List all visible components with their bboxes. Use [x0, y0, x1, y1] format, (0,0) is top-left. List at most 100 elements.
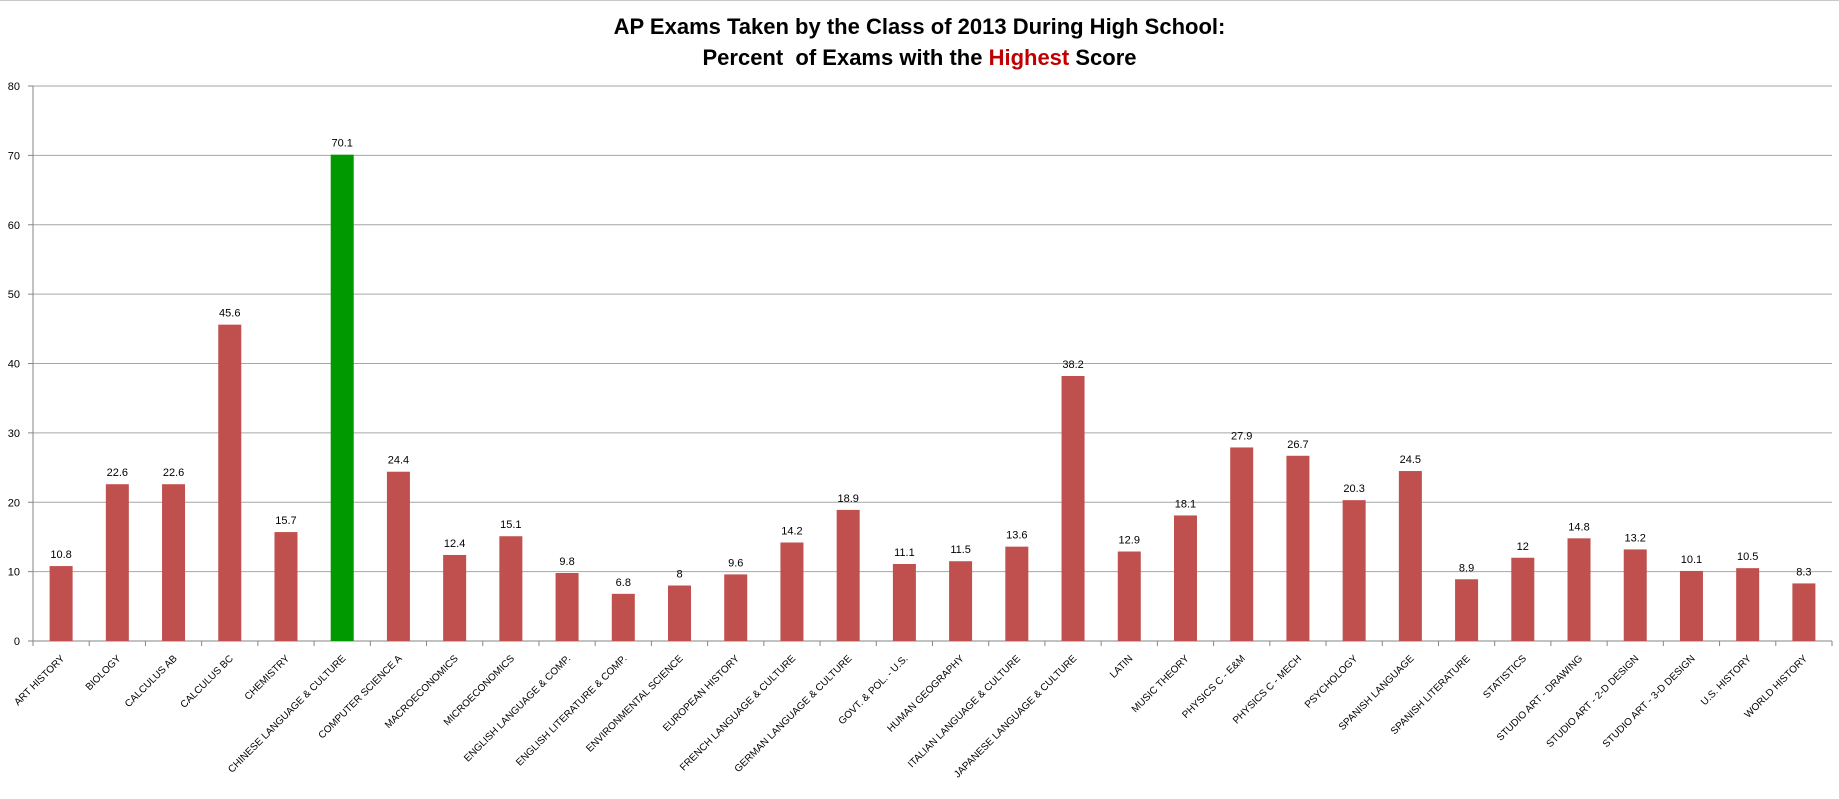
y-tick-label: 30: [8, 428, 20, 440]
y-tick-label: 80: [8, 81, 20, 93]
data-label: 20.3: [1343, 483, 1364, 495]
bar: [49, 566, 73, 641]
x-tick-label: MUSIC THEORY: [1130, 653, 1192, 715]
data-label: 8.9: [1459, 562, 1474, 574]
data-label: 11.5: [950, 544, 971, 556]
x-tick-label: ENGLISH LITERATURE & COMP.: [514, 653, 629, 768]
bar: [1679, 570, 1703, 641]
x-tick-label: WORLD HISTORY: [1743, 653, 1810, 720]
chart-title-line2-end: Score: [1069, 45, 1137, 70]
bar: [836, 509, 860, 641]
y-tick-label: 70: [8, 150, 20, 162]
data-label: 13.6: [1006, 530, 1027, 542]
bar: [1623, 549, 1647, 641]
x-tick-label: BIOLOGY: [84, 653, 124, 693]
data-label: 15.1: [500, 519, 521, 531]
data-label: 26.7: [1287, 439, 1308, 451]
bar: [1455, 579, 1479, 641]
bar: [1005, 546, 1029, 641]
x-tick-label: U.S. HISTORY: [1699, 653, 1754, 708]
bar: [668, 585, 692, 641]
x-tick-label: PSYCHOLOGY: [1303, 653, 1361, 711]
x-tick-label: STUDIO ART - 2-D DESIGN: [1545, 653, 1642, 750]
bar: [1792, 583, 1816, 641]
data-label: 45.6: [219, 308, 240, 320]
chart-title-highlight: Highest: [988, 45, 1070, 70]
data-label: 24.4: [388, 455, 409, 467]
x-tick-label: ENGLISH LANGUAGE & COMP.: [462, 653, 573, 764]
y-tick-label: 50: [8, 289, 20, 301]
data-label: 9.8: [559, 556, 574, 568]
data-label: 11.1: [894, 547, 915, 559]
data-label: 8: [676, 569, 682, 581]
data-label: 12.4: [444, 538, 465, 550]
data-label: 27.9: [1231, 430, 1252, 442]
data-label: 6.8: [616, 577, 631, 589]
data-label: 38.2: [1062, 359, 1083, 371]
bar: [611, 593, 635, 641]
data-label: 22.6: [163, 467, 184, 479]
chart-title-line2-start: Percent of Exams with the: [702, 45, 989, 70]
bar: [1398, 471, 1422, 641]
bar: [218, 324, 242, 641]
bar: [274, 532, 298, 641]
x-tick-label: ART HISTORY: [12, 653, 67, 708]
x-tick-label: CALCULUS AB: [123, 653, 180, 710]
chart-title-line1: AP Exams Taken by the Class of 2013 Duri…: [613, 14, 1226, 39]
chart-title: AP Exams Taken by the Class of 2013 Duri…: [0, 11, 1839, 73]
bar: [1511, 557, 1535, 641]
y-tick-label: 20: [8, 497, 20, 509]
data-label: 9.6: [728, 557, 743, 569]
data-label: 18.1: [1175, 498, 1196, 510]
data-label: 24.5: [1400, 454, 1421, 466]
x-tick-label: FRENCH LANGUAGE & CULTURE: [678, 653, 798, 773]
x-tick-label: LATIN: [1108, 653, 1135, 680]
y-tick-label: 10: [8, 567, 20, 579]
data-label: 8.3: [1796, 566, 1811, 578]
bar: [1342, 500, 1366, 641]
data-label: 13.2: [1625, 532, 1646, 544]
bar: [1061, 375, 1085, 641]
bar: [724, 574, 748, 641]
data-label: 10.5: [1737, 551, 1758, 563]
bar: [1736, 568, 1760, 641]
x-tick-label: STUDIO ART - 3-D DESIGN: [1601, 653, 1698, 750]
x-tick-label: CHINESE LANGUAGE & CULTURE: [226, 653, 348, 775]
x-tick-label: JAPANESE LANGUAGE & CULTURE: [952, 653, 1079, 780]
data-label: 70.1: [331, 138, 352, 150]
data-label: 15.7: [275, 515, 296, 527]
bar: [949, 561, 973, 641]
bar: [162, 484, 186, 641]
bar: [1117, 551, 1141, 641]
bar: [1286, 455, 1310, 641]
data-label: 14.2: [781, 525, 802, 537]
bar: [1230, 447, 1254, 641]
bar: [499, 536, 523, 641]
data-label: 10.8: [50, 549, 71, 561]
bar: [105, 484, 129, 641]
data-label: 12: [1517, 541, 1529, 553]
data-label: 10.1: [1681, 554, 1702, 566]
data-label: 14.8: [1568, 521, 1589, 533]
data-label: 18.9: [837, 493, 858, 505]
bar: [1173, 515, 1197, 641]
x-tick-label: CALCULUS BC: [179, 653, 236, 710]
y-tick-label: 0: [14, 636, 20, 648]
y-tick-label: 60: [8, 220, 20, 232]
data-label: 22.6: [107, 467, 128, 479]
bar: [443, 554, 467, 641]
bar: [555, 573, 579, 641]
x-tick-label: ITALIAN LANGUAGE & CULTURE: [906, 653, 1023, 770]
bar: [1567, 538, 1591, 641]
x-tick-label: CHEMISTRY: [243, 653, 293, 703]
bar: [780, 542, 804, 641]
y-tick-label: 40: [8, 359, 20, 371]
x-tick-label: STATISTICS: [1481, 653, 1529, 701]
bar: [892, 563, 916, 641]
x-tick-label: GERMAN LANGUAGE & CULTURE: [733, 653, 855, 775]
bar: [386, 471, 410, 641]
chart-title-line2: Percent of Exams with the Highest Score: [0, 42, 1839, 73]
bar: [330, 154, 354, 641]
